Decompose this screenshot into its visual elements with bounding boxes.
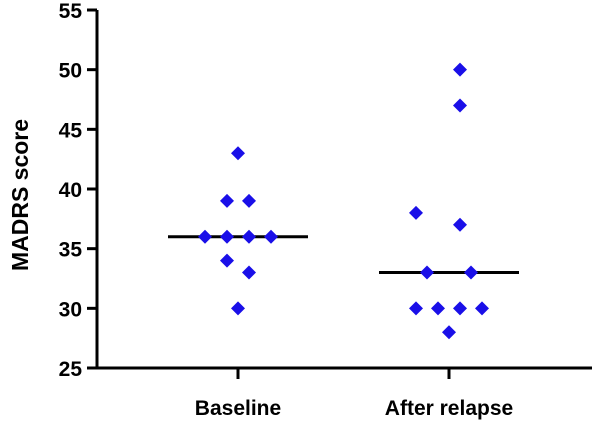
data-point-diamond [464,265,478,280]
data-point-diamond [231,146,245,161]
data-point-diamond [453,217,467,232]
data-point-diamond [242,265,256,280]
y-tick-label: 55 [59,0,83,23]
y-tick-label: 40 [59,179,82,202]
y-tick-label: 50 [59,60,82,83]
data-point-diamond [264,229,278,244]
y-axis-ticks: 25 30 35 40 45 50 55 [59,0,97,381]
data-point-diamond [220,193,234,208]
x-category-label: Baseline [195,397,281,420]
data-point-diamond [453,98,467,113]
data-point-diamond [198,229,212,244]
data-points [198,62,489,340]
data-point-diamond [242,193,256,208]
y-tick-label: 45 [59,119,83,142]
data-point-diamond [220,229,234,244]
median-lines [168,235,519,275]
data-point-diamond [420,265,434,280]
data-point-diamond [453,301,467,316]
data-point-diamond [431,301,445,316]
data-point-diamond [242,229,256,244]
data-point-diamond [475,301,489,316]
data-point-diamond [409,205,423,220]
data-point-diamond [231,301,245,316]
x-category-label: After relapse [385,397,513,420]
axis-lines [95,10,592,370]
y-tick-label: 35 [59,239,83,262]
y-tick-label: 25 [59,358,83,381]
data-point-diamond [442,325,456,340]
data-point-diamond [453,62,467,77]
y-axis-title: MADRS score [7,119,33,271]
x-axis-ticks: Baseline After relapse [195,368,513,420]
data-point-diamond [220,253,234,268]
data-point-diamond [409,301,423,316]
y-tick-label: 30 [59,298,82,321]
